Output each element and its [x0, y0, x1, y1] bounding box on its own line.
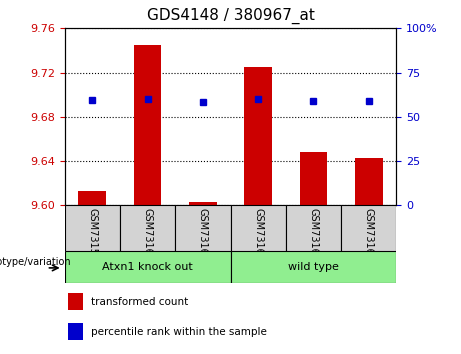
FancyBboxPatch shape	[120, 205, 175, 251]
FancyBboxPatch shape	[175, 205, 230, 251]
Text: GSM731604: GSM731604	[364, 207, 374, 267]
Text: wild type: wild type	[288, 262, 339, 272]
FancyBboxPatch shape	[341, 205, 396, 251]
Text: transformed count: transformed count	[91, 297, 188, 307]
Text: genotype/variation: genotype/variation	[0, 257, 71, 268]
Bar	[300, 152, 327, 205]
Bar	[68, 293, 83, 310]
Bar	[355, 158, 383, 205]
Text: GSM731601: GSM731601	[198, 207, 208, 267]
Title: GDS4148 / 380967_at: GDS4148 / 380967_at	[147, 8, 314, 24]
Text: Atxn1 knock out: Atxn1 knock out	[102, 262, 193, 272]
Bar	[244, 67, 272, 205]
Bar	[78, 191, 106, 205]
Text: GSM731603: GSM731603	[308, 207, 319, 267]
Text: GSM731602: GSM731602	[253, 207, 263, 267]
FancyBboxPatch shape	[230, 251, 396, 283]
Bar	[189, 202, 217, 205]
FancyBboxPatch shape	[286, 205, 341, 251]
Text: GSM731599: GSM731599	[87, 207, 97, 267]
Text: GSM731600: GSM731600	[142, 207, 153, 267]
Text: percentile rank within the sample: percentile rank within the sample	[91, 327, 267, 337]
FancyBboxPatch shape	[65, 205, 120, 251]
Bar	[134, 45, 161, 205]
Bar	[68, 324, 83, 340]
FancyBboxPatch shape	[65, 251, 230, 283]
FancyBboxPatch shape	[230, 205, 286, 251]
